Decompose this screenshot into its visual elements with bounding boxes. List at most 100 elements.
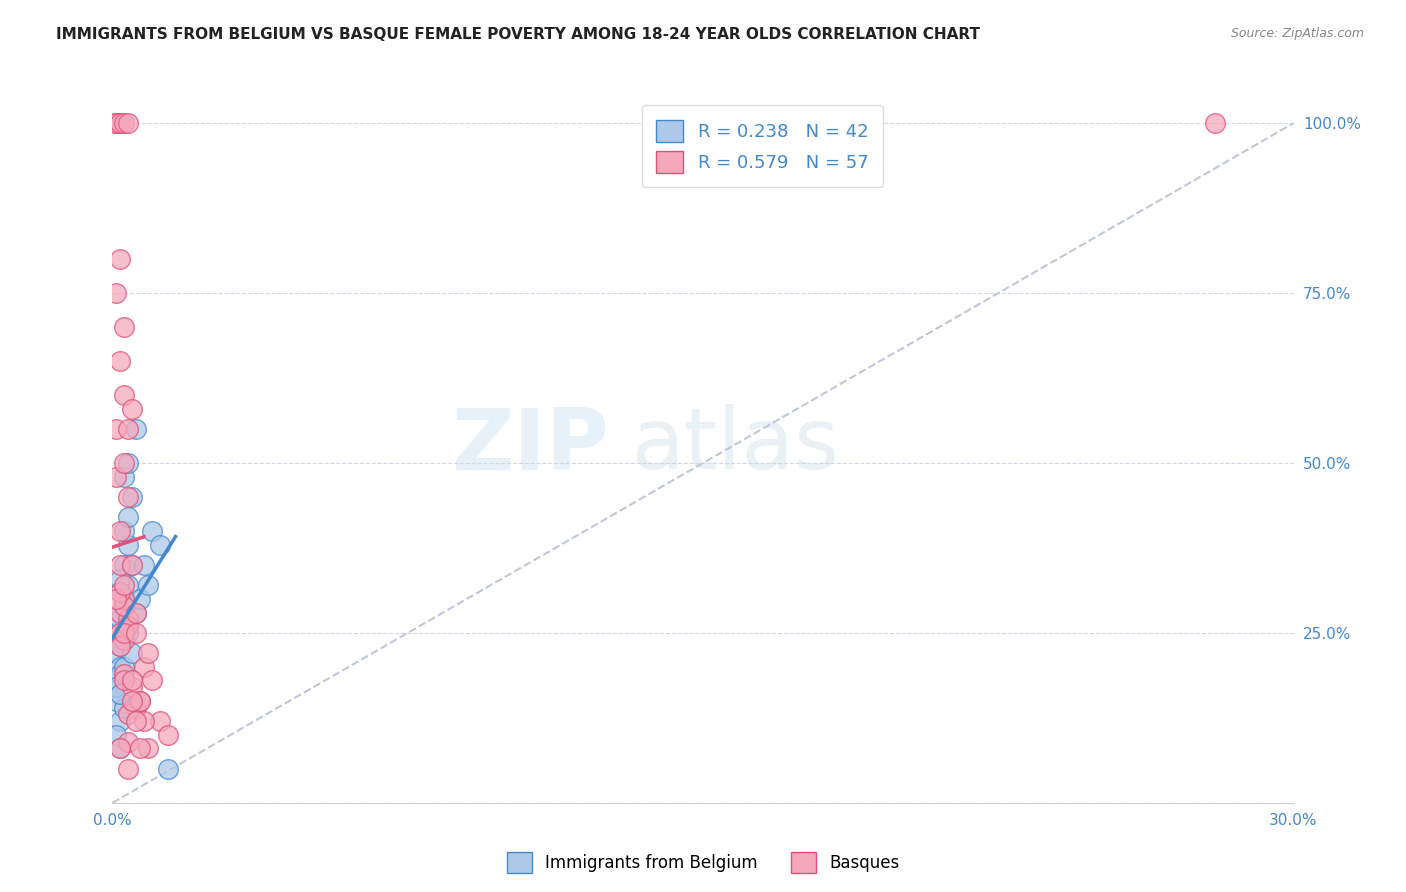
Point [117,619,139,633]
Point [117,762,139,776]
Point [141,524,163,538]
Point [136,646,159,660]
Point [105,626,128,640]
Point [105,673,128,688]
Point [105,728,128,742]
Point [105,116,128,130]
Point [141,673,163,688]
Point [125,422,148,436]
Point [132,714,155,729]
Point [105,469,128,483]
Point [117,116,139,130]
Point [105,591,128,606]
Point [112,599,135,613]
Point [112,599,135,613]
Point [136,741,159,756]
Point [110,585,132,599]
Point [121,646,143,660]
Point [121,401,143,416]
Point [105,680,128,694]
Point [110,116,132,130]
Point [149,537,172,551]
Point [117,490,139,504]
Point [105,116,128,130]
Point [112,558,135,572]
Point [117,456,139,470]
Point [132,660,155,674]
Point [129,694,152,708]
Point [110,572,132,586]
Point [1204,116,1226,130]
Point [112,700,135,714]
Text: IMMIGRANTS FROM BELGIUM VS BASQUE FEMALE POVERTY AMONG 18-24 YEAR OLDS CORRELATI: IMMIGRANTS FROM BELGIUM VS BASQUE FEMALE… [56,27,980,42]
Point [105,286,128,301]
Point [156,728,179,742]
Point [125,626,148,640]
Point [121,558,143,572]
Point [105,646,128,660]
Point [132,558,155,572]
Point [117,734,139,748]
Point [110,524,132,538]
Point [110,626,132,640]
Point [121,673,143,688]
Point [121,558,143,572]
Text: ZIP: ZIP [451,404,609,488]
Point [125,714,148,729]
Point [117,619,139,633]
Point [129,694,152,708]
Point [112,660,135,674]
Point [117,578,139,592]
Point [112,632,135,647]
Point [112,578,135,592]
Point [156,762,179,776]
Point [129,591,152,606]
Point [105,694,128,708]
Point [110,714,132,729]
Point [110,660,132,674]
Point [112,591,135,606]
Point [110,354,132,368]
Point [125,700,148,714]
Point [110,252,132,266]
Point [117,612,139,626]
Point [117,626,139,640]
Point [117,510,139,524]
Legend: R = 0.238   N = 42, R = 0.579   N = 57: R = 0.238 N = 42, R = 0.579 N = 57 [641,105,883,187]
Point [136,578,159,592]
Point [110,558,132,572]
Point [110,640,132,654]
Point [112,456,135,470]
Point [105,116,128,130]
Point [110,606,132,620]
Text: atlas: atlas [633,404,841,488]
Point [110,606,132,620]
Point [125,606,148,620]
Point [110,612,132,626]
Point [125,606,148,620]
Point [112,591,135,606]
Point [112,632,135,647]
Point [105,422,128,436]
Point [121,694,143,708]
Point [121,680,143,694]
Legend: Immigrants from Belgium, Basques: Immigrants from Belgium, Basques [501,846,905,880]
Point [121,490,143,504]
Point [112,524,135,538]
Point [110,585,132,599]
Point [112,591,135,606]
Point [112,469,135,483]
Point [129,741,152,756]
Point [117,422,139,436]
Point [117,537,139,551]
Text: Source: ZipAtlas.com: Source: ZipAtlas.com [1230,27,1364,40]
Point [112,626,135,640]
Point [110,687,132,701]
Point [112,116,135,130]
Point [112,388,135,402]
Point [149,714,172,729]
Point [110,116,132,130]
Point [112,666,135,681]
Point [110,640,132,654]
Point [110,741,132,756]
